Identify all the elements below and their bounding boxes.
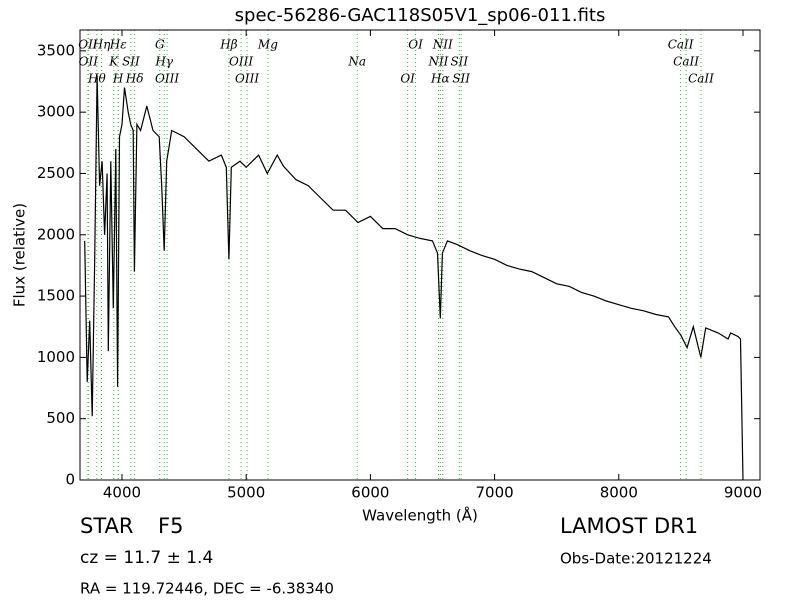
spectral-line-label: G (155, 38, 165, 52)
survey: LAMOST DR1 (560, 514, 698, 538)
spectral-line-label: Na (347, 55, 366, 69)
spectral-line-label: OIII (155, 72, 179, 86)
y-tick-label: 3000 (37, 103, 75, 121)
y-tick-label: 1000 (37, 348, 75, 366)
spectral-line-label: OI (400, 72, 415, 86)
spectral-line-label: Hβ (219, 38, 237, 52)
y-tick-label: 1500 (37, 287, 75, 305)
spectral-line-label: Hγ (154, 55, 173, 69)
x-axis-label: Wavelength (Å) (362, 506, 478, 525)
spectral-line-label: NII (432, 38, 453, 52)
x-tick-label: 7000 (475, 484, 513, 502)
plot-frame (79, 29, 761, 481)
x-tick-label: 6000 (351, 484, 389, 502)
subclass: F5 (158, 514, 183, 538)
chart-title: spec-56286-GAC118S05V1_sp06-011.fits (235, 5, 606, 26)
y-tick-label: 500 (46, 409, 75, 427)
spectral-line-label: Hη (92, 38, 111, 52)
spectral-line-label: OIII (235, 72, 259, 86)
spectral-line-label: Hε (109, 38, 127, 52)
spectral-line-label: NII (427, 55, 448, 69)
spectral-line-label: SII (450, 55, 468, 69)
y-tick-label: 0 (65, 471, 75, 489)
y-axis-label: Flux (relative) (11, 203, 29, 307)
x-tick-label: 5000 (227, 484, 265, 502)
spectrum-line (84, 75, 744, 481)
spectral-line-label: CaII (673, 55, 699, 69)
spectral-line-label: OII (78, 38, 98, 52)
spectral-line-label: SII (122, 55, 140, 69)
object-class: STAR (80, 514, 133, 538)
spectral-line-label: CaII (668, 38, 694, 52)
coordinates: RA = 119.72446, DEC = -6.38340 (80, 580, 334, 598)
x-tick-label: 4000 (103, 484, 141, 502)
spectral-line-label: CaII (688, 72, 714, 86)
y-tick-label: 2000 (37, 225, 75, 243)
x-tick-label: 8000 (600, 484, 638, 502)
spectral-line-label: OII (79, 55, 99, 69)
y-tick-label: 2500 (37, 164, 75, 182)
spectral-line-label: OIII (229, 55, 253, 69)
obs-date: Obs-Date:20121224 (560, 550, 712, 568)
x-tick-label: 9000 (724, 484, 762, 502)
spectral-line-label: SII (452, 72, 470, 86)
redshift: cz = 11.7 ± 1.4 (80, 548, 213, 568)
spectral-line-label: OI (408, 38, 423, 52)
y-tick-label: 3500 (37, 41, 75, 59)
spectral-line-label: Mg (257, 38, 278, 52)
spectral-line-label: Hδ (125, 72, 144, 86)
spectral-line-label: K (108, 55, 119, 69)
spectral-line-label: Hα (430, 72, 450, 86)
